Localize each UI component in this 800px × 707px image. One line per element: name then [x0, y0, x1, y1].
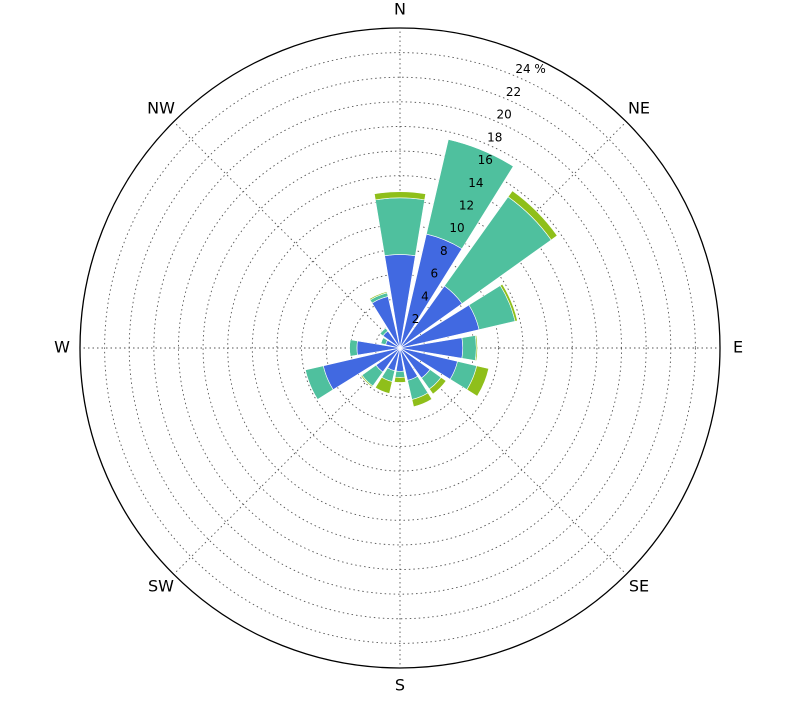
direction-label: N [394, 0, 406, 19]
direction-label: NE [628, 98, 650, 117]
wedge [368, 291, 388, 301]
grid-spoke [173, 347, 401, 575]
radial-tick-label: 22 [506, 85, 521, 99]
grid-ring [202, 150, 598, 546]
wedge [393, 376, 407, 383]
radial-tick-label: 24 % [515, 62, 546, 76]
radial-tick-label: 8 [440, 244, 448, 258]
wedge [349, 339, 351, 357]
wedge [349, 339, 358, 357]
radial-tick-label: 18 [487, 130, 502, 144]
radial-tick-label: 12 [459, 199, 474, 213]
radial-tick-label: 6 [431, 267, 439, 281]
wedge [374, 376, 393, 394]
grid-ring [104, 52, 696, 644]
wedge [411, 392, 433, 408]
wedge [373, 191, 427, 201]
wedge [474, 334, 478, 362]
radial-tick-label: 4 [421, 289, 429, 303]
direction-label: SW [148, 577, 174, 596]
wedge [394, 370, 406, 378]
direction-label: S [395, 676, 405, 695]
outer-frame [79, 27, 721, 669]
direction-label: SE [629, 577, 649, 596]
grid-spoke [173, 121, 401, 349]
grid-ring [153, 101, 647, 595]
wedge [360, 374, 374, 388]
wedge [499, 283, 518, 322]
radial-tick-label: 20 [496, 108, 511, 122]
grid-ring [276, 224, 524, 472]
grid-ring [251, 199, 549, 497]
wedge [461, 335, 477, 361]
radial-tick-label: 2 [412, 312, 420, 326]
wedge [304, 369, 318, 400]
wedge [428, 376, 447, 395]
radial-tick-label: 14 [468, 176, 483, 190]
grid-spoke [399, 347, 627, 575]
direction-label: NW [147, 98, 175, 117]
wedge [379, 327, 386, 334]
direction-label: W [54, 338, 70, 357]
direction-label: E [733, 338, 743, 357]
grid-ring [301, 249, 499, 447]
wedge [507, 190, 558, 241]
radial-tick-label: 16 [478, 153, 493, 167]
radial-tick-label: 10 [449, 221, 464, 235]
wedge [466, 365, 490, 397]
grid-spoke [399, 121, 627, 349]
wedge [375, 197, 425, 257]
